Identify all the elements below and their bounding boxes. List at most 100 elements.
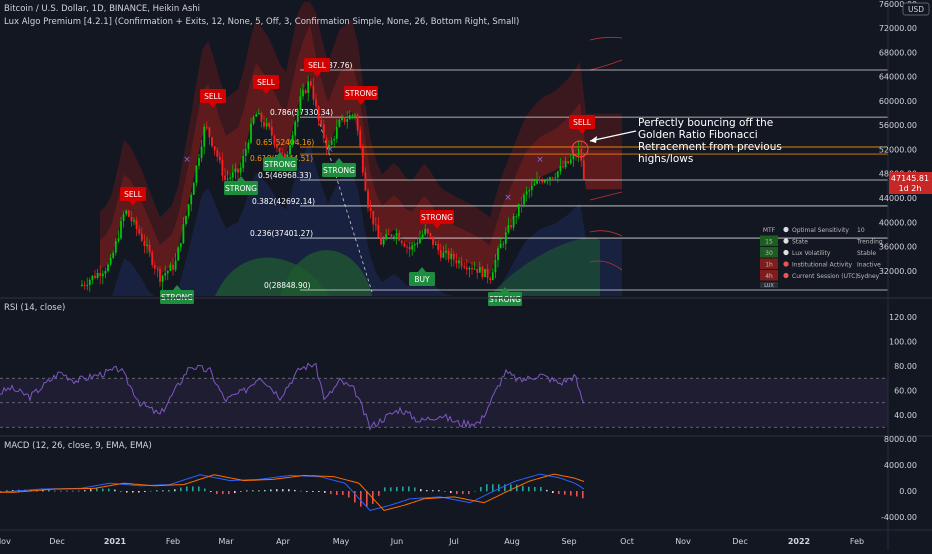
candle-body xyxy=(427,229,429,233)
macd-histogram-bar xyxy=(252,490,254,491)
rsi-axis-label: 120.00 xyxy=(889,313,917,322)
candle-body xyxy=(414,244,416,245)
macd-histogram-bar xyxy=(570,491,572,496)
candle-body xyxy=(445,251,447,252)
candle-body xyxy=(198,158,200,166)
candle-body xyxy=(430,233,432,236)
candle-body xyxy=(557,171,559,177)
cross-marker: × xyxy=(326,145,334,155)
candle-body xyxy=(518,204,520,216)
time-axis-label: Sep xyxy=(561,537,576,546)
strong-buy-signal[interactable]: STRONG xyxy=(224,176,258,195)
macd-histogram-bar xyxy=(552,491,554,493)
candle-body xyxy=(583,161,585,180)
macd-histogram-bar xyxy=(210,491,212,492)
candle-body xyxy=(497,248,499,260)
candle-body xyxy=(573,155,575,160)
buy-signal-label: BUY xyxy=(414,275,430,284)
price-tick xyxy=(889,173,891,174)
candle-body xyxy=(448,251,450,259)
dashboard-label: Lux Volatility xyxy=(792,250,831,257)
sell-signal-label: SELL xyxy=(257,78,276,87)
rsi-axis-label: 40.00 xyxy=(894,411,917,420)
macd-histogram-bar xyxy=(540,487,542,491)
candle-body xyxy=(131,217,133,222)
price-axis-label: 68000.00 xyxy=(879,48,917,57)
candle-body xyxy=(281,152,283,153)
candle-body xyxy=(141,234,143,241)
candle-body xyxy=(411,245,413,249)
candle-body xyxy=(258,113,260,114)
fib-label: 0.5(46968.33) xyxy=(258,171,312,180)
candle-body xyxy=(261,113,263,122)
macd-axis-label: -4000.00 xyxy=(881,513,917,522)
buy-signal[interactable]: BUY xyxy=(409,267,435,286)
candle-body xyxy=(495,260,497,272)
candle-body xyxy=(242,156,244,168)
candle-body xyxy=(500,244,502,249)
dashboard-value: 10 xyxy=(857,227,865,234)
currency-label: USD xyxy=(908,5,924,14)
macd-histogram-bar xyxy=(582,491,584,498)
candle-body xyxy=(266,123,268,126)
candle-body xyxy=(255,114,257,116)
macd-histogram-bar xyxy=(228,491,230,494)
macd-histogram-bar xyxy=(294,490,296,491)
macd-histogram-bar xyxy=(54,491,56,492)
candle-body xyxy=(417,243,419,244)
price-axis-label: 72000.00 xyxy=(879,24,917,33)
candle-body xyxy=(565,161,567,167)
macd-histogram-bar xyxy=(468,491,470,494)
candle-body xyxy=(229,177,231,178)
macd-histogram-bar xyxy=(258,490,260,491)
annotation-line: Golden Ratio Fibonacci xyxy=(638,129,782,141)
macd-histogram-bar xyxy=(420,489,422,491)
macd-histogram-bar xyxy=(426,490,428,491)
candle-body xyxy=(128,211,130,217)
future-band-line xyxy=(590,231,622,236)
candle-body xyxy=(463,266,465,267)
macd-histogram-bar xyxy=(240,491,242,492)
strong-buy-signal-label: STRONG xyxy=(489,295,521,304)
strong-sell-signal-label: STRONG xyxy=(345,89,377,98)
rsi-axis-label: 100.00 xyxy=(889,338,917,347)
annotation-line: Retracement from previous xyxy=(638,141,782,153)
strong-buy-signal[interactable]: STRONG xyxy=(322,158,356,177)
candle-body xyxy=(547,180,549,181)
macd-histogram-bar xyxy=(270,490,272,492)
macd-pane xyxy=(0,474,584,510)
candle-body xyxy=(378,225,380,238)
macd-histogram-bar xyxy=(534,487,536,491)
candle-body xyxy=(385,234,387,239)
macd-histogram-bar xyxy=(492,484,494,491)
time-axis-label: 2022 xyxy=(788,537,810,546)
time-axis-label: Feb xyxy=(850,537,864,546)
candle-body xyxy=(177,247,179,260)
candle-body xyxy=(396,233,398,236)
time-axis-label: Dec xyxy=(732,537,747,546)
macd-histogram-bar xyxy=(564,491,566,495)
macd-histogram-bar xyxy=(522,486,524,492)
price-axis-label: 64000.00 xyxy=(879,73,917,82)
candle-body xyxy=(300,96,302,110)
sell-signal-label: SELL xyxy=(573,118,592,127)
candle-body xyxy=(505,232,507,243)
candle-body xyxy=(219,157,221,160)
candle-body xyxy=(461,260,463,266)
candle-body xyxy=(528,190,530,191)
candle-body xyxy=(307,81,309,93)
macd-histogram-bar xyxy=(156,490,158,491)
candle-body xyxy=(151,252,153,265)
candle-body xyxy=(508,225,510,232)
macd-histogram-bar xyxy=(390,487,392,491)
candle-body xyxy=(245,149,247,156)
macd-histogram-bar xyxy=(144,491,146,492)
candle-body xyxy=(456,260,458,264)
rsi-axis-label: 80.00 xyxy=(894,362,917,371)
macd-histogram-bar xyxy=(198,486,200,491)
candle-body xyxy=(346,119,348,122)
candle-body xyxy=(154,265,156,269)
macd-histogram-bar xyxy=(168,490,170,491)
